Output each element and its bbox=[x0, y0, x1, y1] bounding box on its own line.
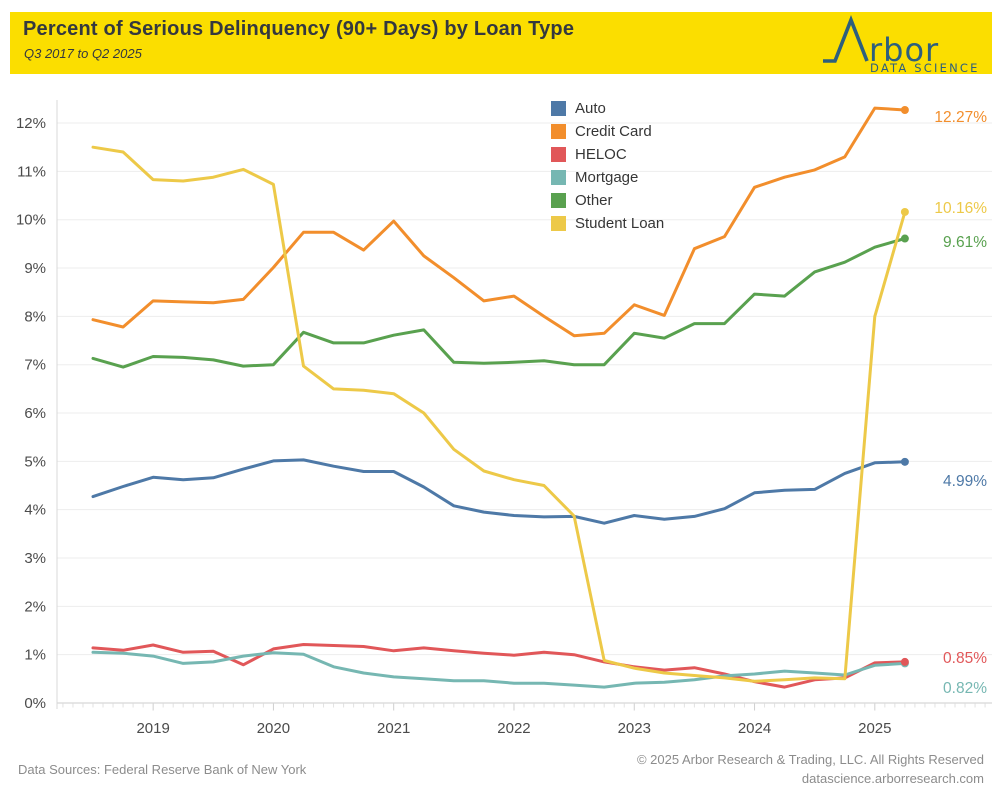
y-axis-label: 9% bbox=[24, 260, 46, 277]
x-axis-year-label: 2022 bbox=[497, 720, 530, 737]
y-axis-label: 7% bbox=[24, 357, 46, 374]
legend-item-heloc[interactable]: HELOC bbox=[551, 143, 664, 166]
y-axis-label: 2% bbox=[24, 598, 46, 615]
footer-url: datascience.arborresearch.com bbox=[801, 771, 984, 786]
y-axis-label: 6% bbox=[24, 405, 46, 422]
footer-datasource: Data Sources: Federal Reserve Bank of Ne… bbox=[18, 762, 307, 777]
y-axis-label: 8% bbox=[24, 308, 46, 325]
legend-item-other[interactable]: Other bbox=[551, 189, 664, 212]
page-title: Percent of Serious Delinquency (90+ Days… bbox=[23, 18, 575, 40]
chart-legend: Auto Credit Card HELOC Mortgage Other Student… bbox=[551, 97, 664, 235]
footer-copyright-block: © 2025 Arbor Research & Trading, LLC. Al… bbox=[637, 750, 984, 788]
logo-wordmark: rbor bbox=[869, 31, 939, 69]
legend-item-credit-card[interactable]: Credit Card bbox=[551, 120, 664, 143]
page-subtitle: Q3 2017 to Q2 2025 bbox=[24, 46, 142, 61]
series-end-dot-heloc bbox=[900, 657, 909, 666]
legend-swatch bbox=[551, 170, 566, 185]
series-end-dot-student-loan bbox=[900, 207, 909, 216]
x-axis-year-label: 2020 bbox=[257, 720, 290, 737]
legend-item-auto[interactable]: Auto bbox=[551, 97, 664, 120]
legend-swatch bbox=[551, 101, 566, 116]
y-axis-label: 5% bbox=[24, 453, 46, 470]
end-label-mortgage: 0.82% bbox=[943, 680, 987, 697]
logo-peak-icon bbox=[823, 15, 869, 63]
y-axis-label: 1% bbox=[24, 647, 46, 664]
legend-label: HELOC bbox=[575, 146, 627, 163]
x-axis-year-label: 2024 bbox=[738, 720, 771, 737]
y-axis-label: 10% bbox=[16, 212, 46, 229]
legend-label: Credit Card bbox=[575, 123, 652, 140]
end-label-heloc: 0.85% bbox=[943, 650, 987, 667]
series-line-mortgage bbox=[91, 650, 907, 689]
end-label-credit-card: 12.27% bbox=[934, 109, 987, 126]
y-axis-label: 12% bbox=[16, 115, 46, 132]
legend-swatch bbox=[551, 124, 566, 139]
legend-label: Student Loan bbox=[575, 215, 665, 232]
end-label-other: 9.61% bbox=[943, 234, 987, 251]
legend-label: Mortgage bbox=[575, 169, 639, 186]
x-axis-year-label: 2025 bbox=[858, 720, 891, 737]
series-end-dot-other bbox=[900, 234, 909, 243]
end-label-auto: 4.99% bbox=[943, 473, 987, 490]
legend-swatch bbox=[551, 193, 566, 208]
header-banner: Percent of Serious Delinquency (90+ Days… bbox=[10, 12, 992, 74]
x-axis-year-label: 2021 bbox=[377, 720, 410, 737]
y-axis-label: 3% bbox=[24, 550, 46, 567]
y-axis-label: 11% bbox=[17, 163, 46, 180]
series-line-auto bbox=[91, 458, 907, 525]
series-line-credit-card bbox=[91, 106, 907, 338]
logo-tagline: DATA SCIENCE bbox=[870, 61, 980, 73]
y-axis-label: 4% bbox=[24, 502, 46, 519]
legend-label: Auto bbox=[575, 100, 606, 117]
series-line-other bbox=[91, 237, 907, 369]
legend-swatch bbox=[551, 216, 566, 231]
series-end-dot-auto bbox=[900, 457, 909, 466]
legend-item-student-loan[interactable]: Student Loan bbox=[551, 212, 664, 235]
footer-copyright: © 2025 Arbor Research & Trading, LLC. Al… bbox=[636, 752, 984, 767]
legend-item-mortgage[interactable]: Mortgage bbox=[551, 166, 664, 189]
series-end-dot-credit-card bbox=[900, 105, 909, 114]
legend-swatch bbox=[551, 147, 566, 162]
legend-label: Other bbox=[575, 192, 613, 209]
x-axis-year-label: 2023 bbox=[618, 720, 651, 737]
x-axis-year-label: 2019 bbox=[136, 720, 169, 737]
arbor-logo: rbor DATA SCIENCE bbox=[823, 15, 980, 73]
end-label-student-loan: 10.16% bbox=[934, 200, 987, 217]
series-line-student-loan bbox=[91, 145, 907, 683]
y-axis-label: 0% bbox=[24, 695, 46, 712]
